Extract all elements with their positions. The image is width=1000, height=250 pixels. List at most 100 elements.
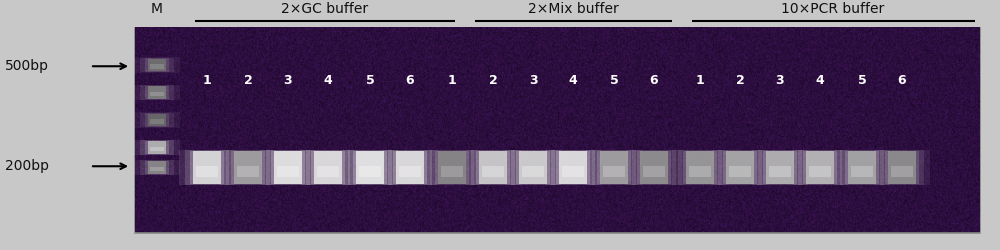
Bar [148, 59, 166, 71]
Bar [769, 166, 791, 177]
Bar [353, 151, 387, 184]
Bar [314, 151, 342, 184]
Bar [809, 166, 831, 177]
Text: 1: 1 [203, 74, 211, 86]
Bar [435, 151, 469, 184]
Bar [556, 151, 590, 184]
Bar [551, 150, 595, 184]
Bar [597, 151, 631, 184]
Bar [505, 150, 561, 185]
Bar [317, 166, 339, 177]
Text: 500bp: 500bp [5, 59, 49, 73]
Text: M: M [151, 2, 163, 16]
Bar [880, 150, 924, 184]
Bar [150, 167, 164, 171]
Bar [148, 161, 166, 174]
Bar [300, 150, 356, 185]
Bar [678, 150, 722, 184]
Bar [686, 151, 714, 184]
Bar [190, 151, 224, 184]
Bar [600, 151, 628, 184]
Bar [758, 150, 802, 184]
Bar [729, 166, 751, 177]
Bar [476, 151, 510, 184]
Bar [848, 151, 876, 184]
Bar [231, 151, 265, 184]
Bar [522, 166, 544, 177]
Bar [193, 151, 221, 184]
Bar [545, 150, 601, 185]
Bar [145, 141, 169, 154]
Bar [145, 58, 169, 71]
Bar [359, 166, 381, 177]
Bar [603, 166, 625, 177]
Bar [150, 64, 164, 69]
Bar [277, 166, 299, 177]
Bar [683, 151, 717, 184]
Bar [196, 166, 218, 177]
Bar [640, 151, 668, 184]
Bar [840, 150, 884, 184]
Bar [479, 151, 507, 184]
Bar [471, 150, 515, 184]
Text: 3: 3 [776, 74, 784, 86]
Bar [185, 150, 229, 184]
Bar [559, 151, 587, 184]
Bar [140, 86, 174, 100]
Text: 10×PCR buffer: 10×PCR buffer [781, 2, 885, 16]
Bar [271, 151, 305, 184]
Bar [134, 140, 180, 155]
Bar [220, 150, 276, 185]
Bar [311, 151, 345, 184]
Bar [672, 150, 728, 185]
Bar [424, 150, 480, 185]
Bar [586, 150, 642, 185]
Bar [342, 150, 398, 185]
Bar [396, 151, 424, 184]
Text: 2: 2 [244, 74, 252, 86]
Bar [798, 150, 842, 184]
Bar [723, 151, 757, 184]
Text: 1: 1 [448, 74, 456, 86]
Bar [148, 141, 166, 154]
Bar [592, 150, 636, 184]
Bar [441, 166, 463, 177]
Bar [465, 150, 521, 185]
Text: 2×Mix buffer: 2×Mix buffer [528, 2, 618, 16]
Bar [792, 150, 848, 185]
Bar [874, 150, 930, 185]
Bar [438, 151, 466, 184]
Bar [306, 150, 350, 184]
Bar [150, 120, 164, 124]
Bar [134, 112, 180, 128]
Bar [393, 151, 427, 184]
Bar [632, 150, 676, 184]
Text: 4: 4 [569, 74, 577, 86]
Bar [237, 166, 259, 177]
Bar [140, 160, 174, 174]
Text: 3: 3 [284, 74, 292, 86]
Bar [689, 166, 711, 177]
Bar [145, 114, 169, 126]
Bar [150, 92, 164, 96]
Bar [851, 166, 873, 177]
Bar [274, 151, 302, 184]
Text: 6: 6 [650, 74, 658, 86]
Bar [348, 150, 392, 184]
Bar [179, 150, 235, 185]
Text: 2×GC buffer: 2×GC buffer [281, 2, 369, 16]
Bar [150, 147, 164, 151]
Text: 4: 4 [816, 74, 824, 86]
Bar [140, 113, 174, 127]
Text: 4: 4 [324, 74, 332, 86]
Bar [643, 166, 665, 177]
Bar [516, 151, 550, 184]
Bar [637, 151, 671, 184]
Bar [834, 150, 890, 185]
Text: 6: 6 [406, 74, 414, 86]
Bar [226, 150, 270, 184]
Bar [763, 151, 797, 184]
Bar [148, 86, 166, 99]
Text: 6: 6 [898, 74, 906, 86]
Bar [511, 150, 555, 184]
